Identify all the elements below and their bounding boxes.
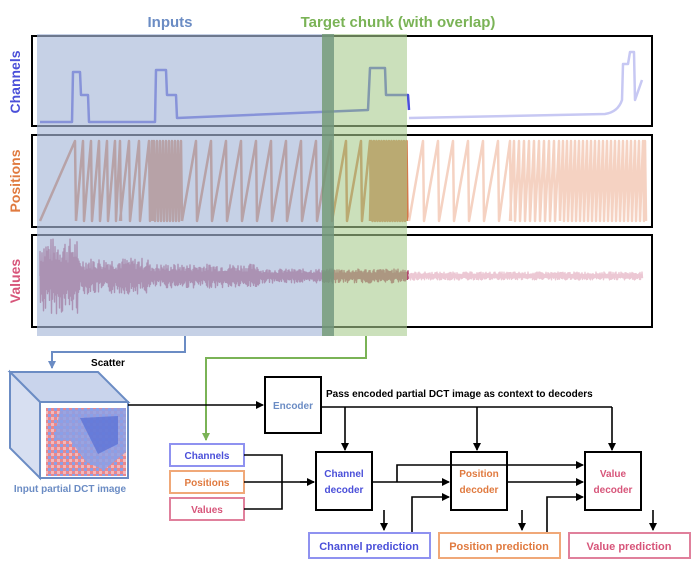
skip-to-value-arrow: [396, 461, 584, 482]
positions-trace-faded: [407, 139, 648, 223]
channel-decoder-label-2: decoder: [325, 485, 364, 496]
channels-track-label: Channels: [7, 50, 23, 113]
scatter-label: Scatter: [91, 358, 125, 369]
overlap-band: [322, 34, 334, 336]
cube-caption: Input partial DCT image: [14, 484, 127, 495]
inputs-band: [37, 34, 334, 336]
position-decoder-label-2: decoder: [460, 485, 499, 496]
values-track-label: Values: [7, 259, 23, 304]
encoder-label: Encoder: [273, 401, 313, 412]
positions-input-label: Positions: [184, 478, 229, 489]
inputs-label: Inputs: [148, 14, 193, 31]
scatter-arrow: [48, 336, 186, 369]
values-input-label: Values: [191, 505, 223, 516]
channels-input-label: Channels: [184, 451, 229, 462]
channel-prediction-feedback-arrow: [411, 493, 450, 533]
target-band: [322, 34, 407, 336]
value-prediction-box: [568, 532, 691, 559]
channel-prediction-label: Channel prediction: [319, 541, 419, 553]
position-prediction-feedback-arrow: [546, 493, 584, 533]
partial-dct-cube: [7, 369, 131, 481]
position-decoder-label-1: Position: [459, 469, 498, 480]
position-decoder-block: [450, 451, 508, 511]
channel-decoder-block: [315, 451, 373, 511]
position-prediction-box: [438, 532, 561, 559]
context-note: Pass encoded partial DCT image as contex…: [326, 389, 593, 400]
value-decoder-block: [584, 451, 642, 511]
target-arrow: [202, 336, 367, 441]
values-trace-faded: [408, 271, 644, 281]
value-prediction-label: Value prediction: [587, 541, 672, 553]
channel-prediction-box: [308, 532, 431, 559]
channel-decoder-label-1: Channel: [324, 469, 364, 480]
target-chunk-label: Target chunk (with overlap): [301, 14, 496, 31]
channels-trace-faded: [408, 50, 644, 120]
value-decoder-label-1: Value: [600, 469, 627, 480]
encoder-block: [264, 376, 322, 434]
value-decoder-label-2: decoder: [594, 485, 633, 496]
positions-track-label: Positions: [7, 149, 23, 212]
position-prediction-label: Position prediction: [449, 541, 549, 553]
